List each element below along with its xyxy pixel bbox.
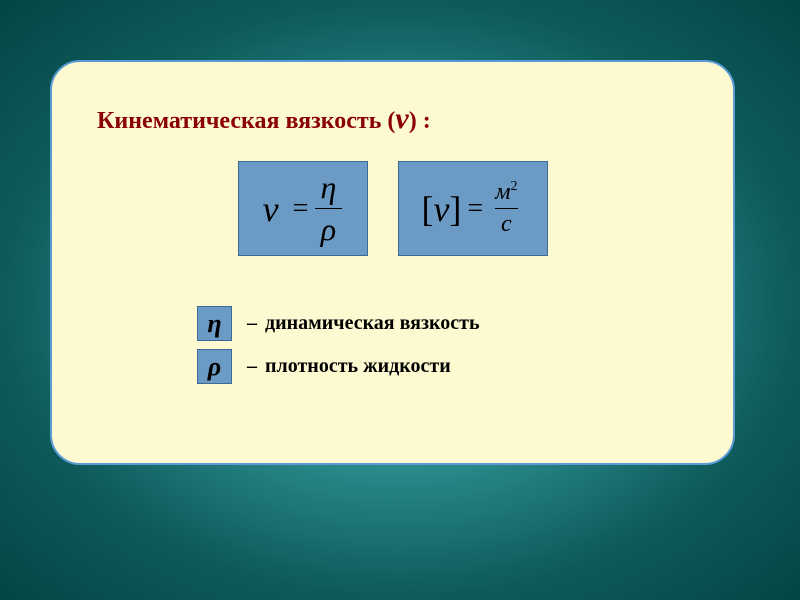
rho-symbol-box: ρ xyxy=(197,349,232,384)
title-line: Кинематическая вязкость (ν) : xyxy=(97,102,688,136)
dash: – xyxy=(247,355,257,378)
formula1-fraction: η ρ xyxy=(314,169,342,248)
formula-row: ν = η ρ [ ν ] = м2 с xyxy=(97,161,688,256)
formula2-num-base: м xyxy=(495,179,510,205)
formula2-denominator: с xyxy=(495,208,518,238)
definition-row: ρ – плотность жидкости xyxy=(197,349,688,384)
definitions-list: η – динамическая вязкость ρ – плотность … xyxy=(197,306,688,384)
title-text: Кинематическая вязкость xyxy=(97,108,381,134)
formula2-fraction: м2 с xyxy=(489,179,523,238)
formula2-num-exp: 2 xyxy=(511,179,518,194)
definition-row: η – динамическая вязкость xyxy=(197,306,688,341)
formula-box-units: [ ν ] = м2 с xyxy=(398,161,548,256)
formula-box-definition: ν = η ρ xyxy=(238,161,368,256)
definition-text-eta: динамическая вязкость xyxy=(265,312,480,335)
formula1-eq: = xyxy=(293,193,309,225)
dash: – xyxy=(247,312,257,335)
formula2-numerator: м2 xyxy=(489,179,523,208)
formula1-numerator: η xyxy=(314,169,342,208)
formula2-bracket-open: [ xyxy=(421,188,433,230)
title-paren-close: ) : xyxy=(409,108,431,134)
content-card: Кинематическая вязкость (ν) : ν = η ρ [ … xyxy=(50,60,735,465)
formula2-lhs: ν xyxy=(433,188,449,230)
formula1-denominator: ρ xyxy=(315,208,342,248)
eta-symbol-box: η xyxy=(197,306,232,341)
title-nu-symbol: ν xyxy=(395,102,408,135)
definition-text-rho: плотность жидкости xyxy=(265,355,451,378)
formula2-bracket-close: ] xyxy=(449,188,461,230)
formula2-eq: = xyxy=(467,193,483,225)
formula1-lhs: ν xyxy=(263,188,279,230)
